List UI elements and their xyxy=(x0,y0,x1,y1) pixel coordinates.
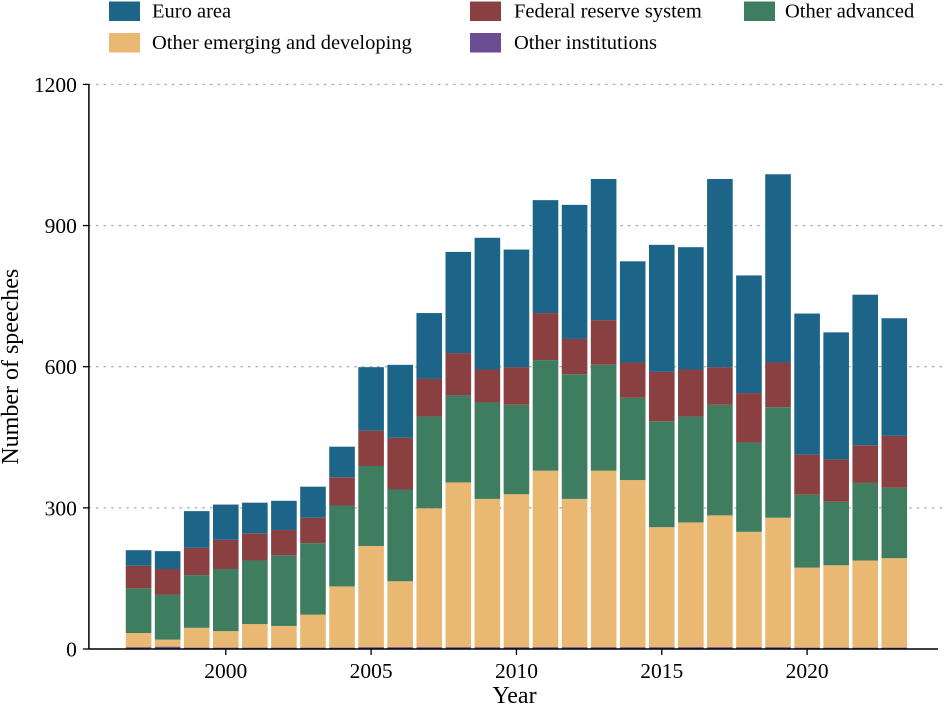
svg-text:0: 0 xyxy=(66,638,77,662)
svg-text:2010: 2010 xyxy=(495,659,538,683)
svg-text:Euro area: Euro area xyxy=(152,1,231,23)
svg-text:1200: 1200 xyxy=(34,73,77,97)
svg-text:Other institutions: Other institutions xyxy=(514,32,657,54)
svg-text:2005: 2005 xyxy=(350,659,393,683)
svg-text:300: 300 xyxy=(45,496,77,520)
svg-text:2020: 2020 xyxy=(786,659,829,683)
svg-text:2000: 2000 xyxy=(204,659,247,683)
svg-text:Other advanced: Other advanced xyxy=(785,1,914,23)
svg-text:Federal reserve system: Federal reserve system xyxy=(514,1,702,23)
svg-text:900: 900 xyxy=(45,214,77,238)
svg-text:2015: 2015 xyxy=(640,659,683,683)
svg-text:Number of speeches: Number of speeches xyxy=(0,269,24,465)
svg-text:600: 600 xyxy=(45,355,77,379)
svg-text:Other emerging and developing: Other emerging and developing xyxy=(152,32,412,54)
svg-text:Year: Year xyxy=(492,683,536,709)
